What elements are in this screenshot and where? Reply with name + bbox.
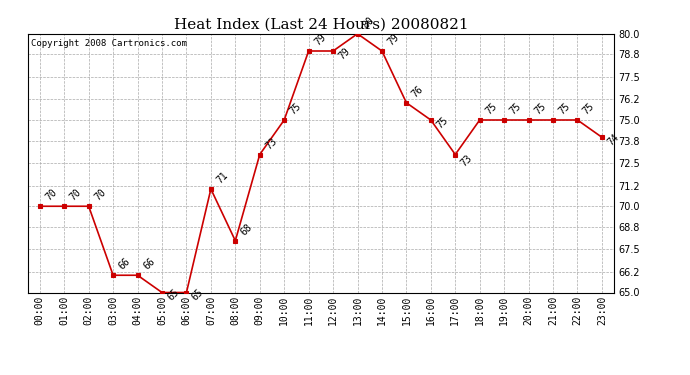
Text: 75: 75 <box>484 101 499 117</box>
Text: 65: 65 <box>190 288 206 303</box>
Text: 75: 75 <box>581 101 596 117</box>
Text: 70: 70 <box>92 188 108 203</box>
Text: 73: 73 <box>264 136 279 151</box>
Text: 70: 70 <box>68 188 83 203</box>
Text: 74: 74 <box>606 132 621 148</box>
Text: 75: 75 <box>435 115 450 130</box>
Title: Heat Index (Last 24 Hours) 20080821: Heat Index (Last 24 Hours) 20080821 <box>174 17 468 31</box>
Text: 70: 70 <box>43 188 59 203</box>
Text: 68: 68 <box>239 222 255 237</box>
Text: 79: 79 <box>337 46 352 62</box>
Text: 75: 75 <box>288 101 303 117</box>
Text: 79: 79 <box>386 32 401 48</box>
Text: 75: 75 <box>532 101 548 117</box>
Text: 66: 66 <box>117 256 132 272</box>
Text: 75: 75 <box>557 101 572 117</box>
Text: 76: 76 <box>410 84 426 99</box>
Text: 73: 73 <box>459 153 474 168</box>
Text: 71: 71 <box>215 170 230 186</box>
Text: 66: 66 <box>141 256 157 272</box>
Text: 65: 65 <box>166 288 181 303</box>
Text: Copyright 2008 Cartronics.com: Copyright 2008 Cartronics.com <box>30 39 186 48</box>
Text: 80: 80 <box>361 15 377 30</box>
Text: 75: 75 <box>508 101 523 117</box>
Text: 79: 79 <box>313 32 328 48</box>
